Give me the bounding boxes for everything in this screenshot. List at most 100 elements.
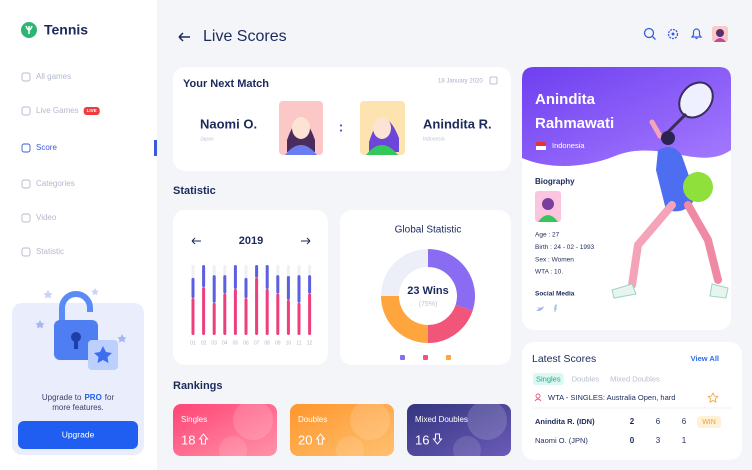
- chart-year: 2019: [239, 235, 263, 247]
- next-year-button[interactable]: [301, 237, 311, 245]
- bar: [308, 275, 312, 294]
- result-badge: [697, 416, 721, 428]
- notification-icon[interactable]: [690, 28, 703, 40]
- biography-detail: Birth : 24 - 02 - 1993: [535, 244, 595, 251]
- back-button[interactable]: [178, 32, 190, 42]
- flag-top: [536, 142, 546, 146]
- donut-chart: [381, 249, 475, 360]
- trend-arrow: [315, 433, 326, 445]
- live-badge-label: LIVE: [87, 108, 97, 113]
- bar: [265, 265, 269, 289]
- card-decoration: [467, 400, 507, 440]
- month-label: 06: [243, 340, 249, 346]
- legend-swatch: [446, 355, 451, 360]
- trend-arrow: [198, 433, 209, 445]
- profile-avatar-hair: [542, 198, 554, 210]
- monthly-chart-card: [173, 210, 328, 365]
- ranking-card[interactable]: [407, 404, 511, 456]
- twitter-icon[interactable]: [536, 306, 544, 311]
- bar: [276, 293, 280, 335]
- set-score: 0: [630, 436, 635, 445]
- bar: [297, 302, 301, 335]
- card-title: Latest Scores: [532, 353, 596, 365]
- biography-detail: Sex : Women: [535, 256, 574, 263]
- sparkle: [35, 320, 45, 329]
- month-label: 07: [254, 340, 260, 346]
- nav-item[interactable]: Video: [36, 213, 57, 222]
- bar: [212, 275, 216, 303]
- monthly-bars: 01 02 03 04 05 06 07 08 09 10 11 12: [190, 265, 313, 346]
- ranking-card[interactable]: [173, 404, 277, 456]
- favorite-icon[interactable]: [707, 392, 719, 403]
- section-title: Rankings: [173, 380, 223, 392]
- bar: [286, 276, 290, 300]
- bar: [191, 298, 195, 335]
- donut-center-sublabel: (75%): [419, 301, 438, 308]
- settings-icon[interactable]: [667, 28, 679, 40]
- score-tab[interactable]: Doubles: [572, 374, 600, 383]
- set-score: 1: [682, 436, 687, 445]
- bar: [265, 288, 269, 335]
- legend-swatch: [400, 355, 405, 360]
- trend-arrow: [432, 433, 443, 445]
- facebook-icon[interactable]: [554, 304, 558, 312]
- calendar-icon[interactable]: [489, 76, 498, 85]
- player-name: Anindita R.: [423, 116, 492, 131]
- bar: [244, 298, 248, 335]
- set-score: 3: [656, 436, 661, 445]
- nav-icon[interactable]: [21, 179, 31, 189]
- lock-hole: [74, 339, 78, 349]
- ranking-card[interactable]: [290, 404, 394, 456]
- donut-segment: [381, 296, 428, 343]
- bar: [255, 277, 259, 335]
- upgrade-button[interactable]: [18, 421, 138, 449]
- upgrade-text: Upgrade to PRO for: [42, 393, 115, 402]
- sparkle: [43, 290, 53, 299]
- nav-item[interactable]: Statistic: [36, 247, 64, 256]
- nav-icon[interactable]: [21, 72, 31, 82]
- bar: [191, 277, 195, 299]
- set-score: 2: [630, 417, 635, 426]
- nav-item[interactable]: Score: [36, 143, 57, 152]
- player-country: Indonesia: [423, 136, 445, 142]
- score-tab[interactable]: Singles: [536, 374, 561, 383]
- score-tabs: Singles Doubles Mixed Doubles: [533, 373, 660, 385]
- score-tab[interactable]: Mixed Doubles: [610, 374, 660, 383]
- upgrade-illustration: [35, 288, 127, 370]
- nav-item[interactable]: All games: [36, 72, 71, 81]
- bar: [233, 265, 237, 289]
- nav-icon[interactable]: [21, 213, 31, 223]
- month-label: 01: [190, 340, 196, 346]
- profile-avatar-body: [538, 215, 558, 222]
- month-label: 05: [233, 340, 239, 346]
- result-label: WIN: [702, 419, 716, 426]
- bar: [202, 265, 206, 288]
- month-label: 03: [211, 340, 217, 346]
- view-all-link[interactable]: View All: [691, 354, 719, 363]
- nav-icon[interactable]: [21, 143, 31, 153]
- brand-name: Tennis: [44, 22, 88, 38]
- global-chart-card: [340, 210, 511, 365]
- ranking-label: Mixed Doubles: [415, 415, 468, 424]
- card-decoration: [350, 400, 390, 440]
- event-name: WTA - SINGLES: Australia Open, hard: [548, 393, 675, 402]
- avatar-body: [285, 145, 317, 155]
- prev-year-button[interactable]: [191, 237, 201, 245]
- ranking-value: 16: [415, 432, 429, 447]
- search-icon[interactable]: [643, 27, 655, 39]
- nav-icon[interactable]: [21, 106, 31, 116]
- search-icon-handle: [652, 36, 656, 40]
- nav-item[interactable]: Live Games: [36, 106, 79, 115]
- match-date: 18 January 2020: [438, 79, 483, 85]
- nav-item[interactable]: Categories: [36, 179, 75, 188]
- ranking-label: Singles: [181, 415, 207, 424]
- ranking-value: 20: [298, 432, 312, 447]
- biography-detail: Age : 27: [535, 232, 560, 239]
- upgrade-button-label[interactable]: Upgrade: [62, 429, 95, 439]
- nav-icon[interactable]: [21, 247, 31, 257]
- card-decoration: [453, 436, 481, 464]
- score-player: Naomi O. (JPN): [535, 436, 588, 445]
- leg: [628, 201, 676, 289]
- ranking-label: Doubles: [298, 415, 327, 424]
